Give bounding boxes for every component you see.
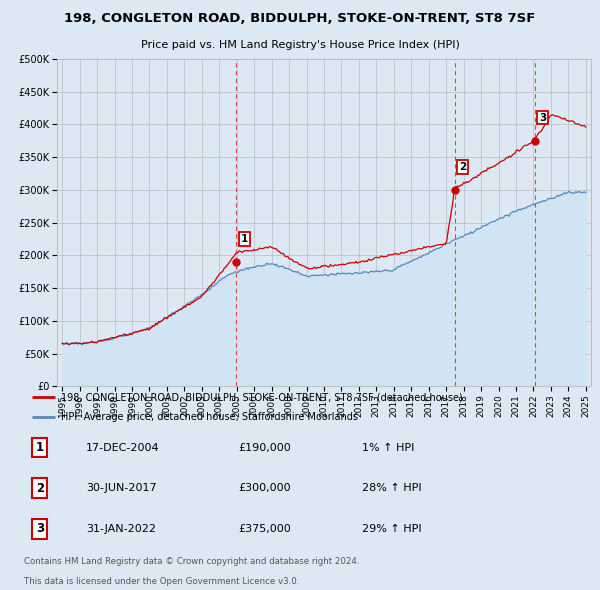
Text: 1% ↑ HPI: 1% ↑ HPI bbox=[362, 442, 415, 453]
Text: 2: 2 bbox=[459, 162, 466, 172]
Text: HPI: Average price, detached house, Staffordshire Moorlands: HPI: Average price, detached house, Staf… bbox=[61, 412, 358, 422]
Text: 28% ↑ HPI: 28% ↑ HPI bbox=[362, 483, 422, 493]
Text: 198, CONGLETON ROAD, BIDDULPH, STOKE-ON-TRENT, ST8 7SF: 198, CONGLETON ROAD, BIDDULPH, STOKE-ON-… bbox=[64, 12, 536, 25]
Text: 30-JUN-2017: 30-JUN-2017 bbox=[86, 483, 157, 493]
Text: 29% ↑ HPI: 29% ↑ HPI bbox=[362, 524, 422, 534]
Text: Contains HM Land Registry data © Crown copyright and database right 2024.: Contains HM Land Registry data © Crown c… bbox=[24, 557, 359, 566]
Text: 1: 1 bbox=[36, 441, 44, 454]
Text: 3: 3 bbox=[36, 522, 44, 535]
Text: 3: 3 bbox=[539, 113, 547, 123]
Text: £375,000: £375,000 bbox=[238, 524, 291, 534]
Text: 17-DEC-2004: 17-DEC-2004 bbox=[86, 442, 160, 453]
Text: £300,000: £300,000 bbox=[238, 483, 291, 493]
Text: This data is licensed under the Open Government Licence v3.0.: This data is licensed under the Open Gov… bbox=[24, 577, 299, 586]
Text: 198, CONGLETON ROAD, BIDDULPH, STOKE-ON-TRENT, ST8 7SF (detached house): 198, CONGLETON ROAD, BIDDULPH, STOKE-ON-… bbox=[61, 392, 463, 402]
Text: 31-JAN-2022: 31-JAN-2022 bbox=[86, 524, 156, 534]
Text: £190,000: £190,000 bbox=[238, 442, 291, 453]
Text: 2: 2 bbox=[36, 481, 44, 495]
Text: 1: 1 bbox=[241, 234, 248, 244]
Text: Price paid vs. HM Land Registry's House Price Index (HPI): Price paid vs. HM Land Registry's House … bbox=[140, 40, 460, 50]
